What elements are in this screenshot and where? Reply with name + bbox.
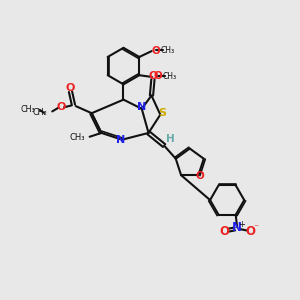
Text: N: N [137,102,146,112]
Text: N: N [232,221,242,234]
Text: O: O [57,102,66,112]
Text: ⁻: ⁻ [254,224,259,234]
Text: +: + [238,220,245,229]
Text: O: O [220,224,230,238]
Text: O: O [246,224,256,238]
Text: O: O [152,46,161,56]
Text: CH₃: CH₃ [163,72,177,81]
Text: CH₃: CH₃ [69,133,85,142]
Text: N: N [116,135,125,145]
Text: CH₃: CH₃ [20,105,35,114]
Text: O: O [196,171,205,181]
Text: H: H [166,134,175,144]
Text: O: O [65,83,75,94]
Text: O: O [153,71,162,81]
Text: CH₂: CH₂ [32,108,47,117]
Text: S: S [159,108,167,118]
Text: CH₃: CH₃ [161,46,175,55]
Text: O: O [148,71,158,81]
